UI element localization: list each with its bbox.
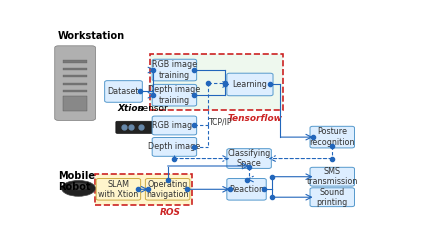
Text: Sound
printing: Sound printing <box>317 188 348 207</box>
FancyBboxPatch shape <box>152 116 197 135</box>
FancyBboxPatch shape <box>116 121 153 133</box>
Text: Classifying
Space: Classifying Space <box>227 149 271 168</box>
FancyBboxPatch shape <box>227 73 273 96</box>
FancyBboxPatch shape <box>105 81 142 102</box>
FancyBboxPatch shape <box>152 84 197 106</box>
Text: TCP/IP: TCP/IP <box>209 118 233 127</box>
Text: Mobile
Robot: Mobile Robot <box>58 171 95 192</box>
Bar <box>63 83 87 85</box>
FancyBboxPatch shape <box>227 179 266 200</box>
Text: Operating
navigation: Operating navigation <box>146 180 189 199</box>
FancyBboxPatch shape <box>63 96 87 111</box>
Bar <box>63 90 87 92</box>
Text: Workstation: Workstation <box>58 31 125 41</box>
Text: sensor: sensor <box>135 104 168 113</box>
Bar <box>95 174 191 204</box>
Text: Depth image: Depth image <box>148 142 201 151</box>
FancyBboxPatch shape <box>145 179 190 200</box>
Text: Tensorflow: Tensorflow <box>227 114 283 123</box>
Text: ROS: ROS <box>160 208 180 217</box>
FancyBboxPatch shape <box>96 179 141 200</box>
Ellipse shape <box>68 183 88 190</box>
FancyBboxPatch shape <box>310 167 354 186</box>
Text: RGB image: RGB image <box>152 121 197 130</box>
Bar <box>151 54 283 110</box>
Bar <box>95 174 191 204</box>
Bar <box>63 68 87 70</box>
Text: Xtion: Xtion <box>117 104 145 113</box>
Bar <box>63 60 87 63</box>
FancyBboxPatch shape <box>310 188 354 207</box>
Text: Reaction: Reaction <box>229 185 264 194</box>
FancyBboxPatch shape <box>227 149 271 168</box>
Bar <box>63 75 87 77</box>
Bar <box>151 54 283 110</box>
Text: Dataset: Dataset <box>108 87 139 96</box>
Text: Posture
recognition: Posture recognition <box>310 128 355 147</box>
Text: SLAM
with Xtion: SLAM with Xtion <box>98 180 138 199</box>
FancyBboxPatch shape <box>152 137 197 156</box>
Text: Learning: Learning <box>233 80 267 89</box>
Text: RGB image
training: RGB image training <box>152 60 197 80</box>
Ellipse shape <box>61 181 95 196</box>
Text: SMS
transmission: SMS transmission <box>307 167 358 186</box>
FancyBboxPatch shape <box>55 46 95 120</box>
Text: Depth image
training: Depth image training <box>148 85 201 105</box>
FancyBboxPatch shape <box>310 126 354 148</box>
FancyBboxPatch shape <box>152 59 197 81</box>
